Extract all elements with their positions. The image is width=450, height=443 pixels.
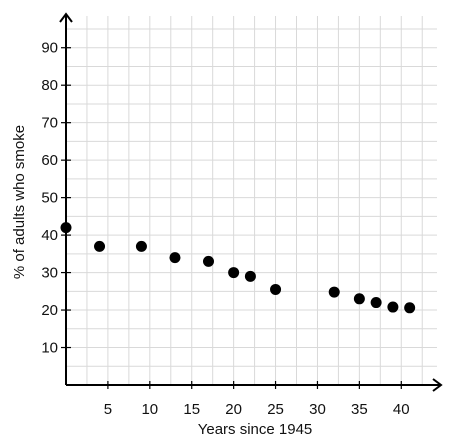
x-tick-label: 35 xyxy=(351,401,368,418)
x-tick-label: 40 xyxy=(393,401,410,418)
data-point xyxy=(135,240,147,252)
data-point xyxy=(228,267,240,279)
x-tick-label: 15 xyxy=(183,401,200,418)
grid xyxy=(66,16,437,385)
y-axis-arrowhead xyxy=(59,12,73,23)
data-point xyxy=(169,252,181,264)
y-tick-label: 90 xyxy=(41,40,58,57)
y-tick-label: 10 xyxy=(41,340,58,357)
data-point xyxy=(404,302,416,314)
x-axis-arrowhead xyxy=(432,378,443,392)
y-tick-label: 40 xyxy=(41,227,58,244)
y-tick-label: 30 xyxy=(41,265,58,282)
x-tick-label: 30 xyxy=(309,401,326,418)
data-point xyxy=(270,283,282,295)
data-point xyxy=(387,301,399,313)
data-point xyxy=(94,240,106,252)
data-point xyxy=(244,270,256,282)
ticks: 5 10 15 20 25 30 35 40 10 20 30 40 50 60 70 80 90 xyxy=(41,40,409,418)
x-tick-label: 20 xyxy=(225,401,242,418)
y-tick-label: 70 xyxy=(41,115,58,132)
x-tick-label: 5 xyxy=(104,401,112,418)
data-point xyxy=(370,297,382,309)
y-tick-label: 50 xyxy=(41,190,58,207)
x-tick-label: 25 xyxy=(267,401,284,418)
data-point xyxy=(328,286,340,298)
data-points xyxy=(60,222,416,314)
axes xyxy=(59,12,443,392)
data-point xyxy=(202,255,214,267)
y-axis-title: % of adults who smoke xyxy=(11,125,28,279)
x-tick-label: 10 xyxy=(141,401,158,418)
y-tick-label: 80 xyxy=(41,77,58,94)
y-tick-label: 60 xyxy=(41,152,58,169)
x-axis-title: Years since 1945 xyxy=(198,421,313,438)
data-point xyxy=(353,293,365,305)
data-point xyxy=(60,222,72,234)
y-tick-label: 20 xyxy=(41,302,58,319)
